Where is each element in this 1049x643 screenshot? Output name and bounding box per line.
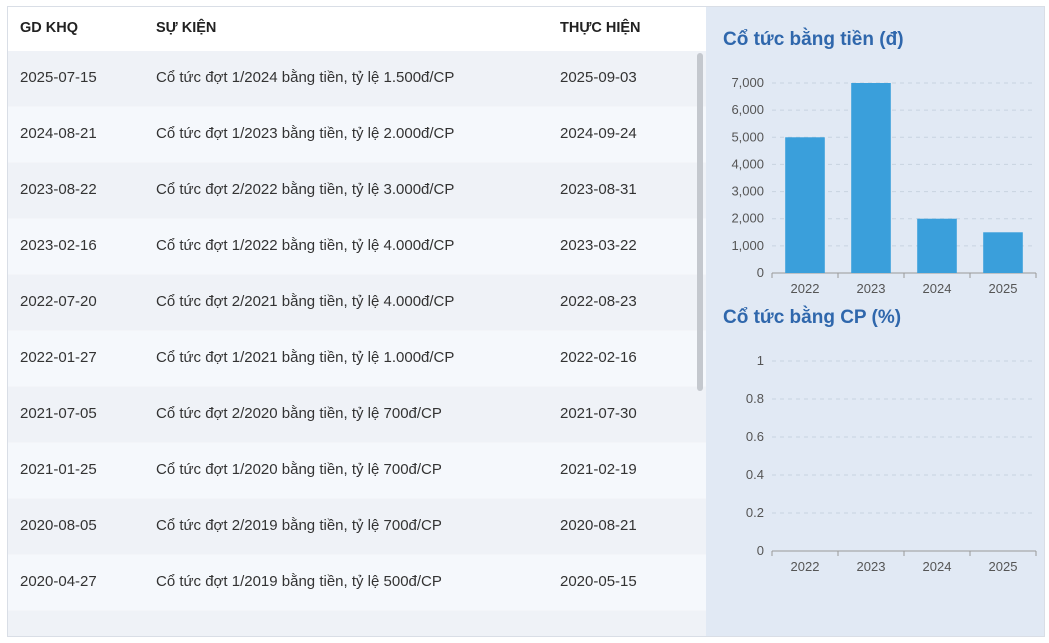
header-exec-date: THỰC HIỆN [560, 20, 641, 36]
dividend-table: GD KHQ SỰ KIỆN THỰC HIỆN 2025-07-15 Cổ tứ… [8, 7, 706, 636]
y-tick-label: 0 [757, 543, 764, 558]
table-row: 2023-08-22 Cổ tức đợt 2/2022 bằng tiền, t… [8, 163, 706, 219]
y-tick-label: 0.2 [746, 505, 764, 520]
y-tick-label: 2,000 [731, 211, 764, 226]
row-event: Cổ tức đợt 2/2019 bằng tiền, tỷ lệ 700đ/… [156, 517, 442, 534]
y-tick-label: 7,000 [731, 75, 764, 90]
y-tick-label: 5,000 [731, 129, 764, 144]
table-row-partial [8, 611, 706, 636]
x-tick-label: 2023 [857, 559, 886, 574]
y-tick-label: 1,000 [731, 238, 764, 253]
row-ex-date: 2020-08-05 [20, 517, 97, 534]
y-tick-label: 0.6 [746, 429, 764, 444]
row-exec-date: 2020-05-15 [560, 573, 637, 590]
x-tick-label: 2022 [791, 281, 820, 296]
row-ex-date: 2022-07-20 [20, 293, 97, 310]
table-row: 2025-07-15 Cổ tức đợt 1/2024 bằng tiền, t… [8, 51, 706, 107]
row-ex-date: 2024-08-21 [20, 125, 97, 142]
table-row: 2024-08-21 Cổ tức đợt 1/2023 bằng tiền, t… [8, 107, 706, 163]
y-tick-label: 6,000 [731, 102, 764, 117]
row-event: Cổ tức đợt 1/2024 bằng tiền, tỷ lệ 1.500… [156, 69, 455, 86]
row-event: Cổ tức đợt 1/2021 bằng tiền, tỷ lệ 1.000… [156, 349, 455, 366]
row-ex-date: 2021-01-25 [20, 461, 97, 478]
header-ex-date: GD KHQ [20, 20, 78, 36]
row-event: Cổ tức đợt 2/2022 bằng tiền, tỷ lệ 3.000… [156, 181, 455, 198]
x-tick-label: 2025 [989, 281, 1018, 296]
table-row: 2020-04-27 Cổ tức đợt 1/2019 bằng tiền, t… [8, 555, 706, 611]
row-event: Cổ tức đợt 1/2019 bằng tiền, tỷ lệ 500đ/… [156, 573, 442, 590]
row-ex-date: 2025-07-15 [20, 69, 97, 86]
cash-dividend-chart: 0 1,000 2,000 3,000 4,000 5,000 6,000 7,000 2022… [731, 75, 1037, 296]
x-tick-label: 2024 [923, 559, 952, 574]
row-exec-date: 2024-09-24 [560, 125, 637, 142]
table-scrollbar[interactable] [697, 53, 703, 391]
row-ex-date: 2022-01-27 [20, 349, 97, 366]
chart-panel: Cổ tức bằng tiền (đ) 0 1,000 2,000 3,000 4,0… [706, 7, 1044, 636]
stock-dividend-chart-title: Cổ tức bằng CP (%) [723, 307, 902, 328]
row-ex-date: 2023-08-22 [20, 181, 97, 198]
row-exec-date: 2022-02-16 [560, 349, 637, 366]
row-event: Cổ tức đợt 2/2021 bằng tiền, tỷ lệ 4.000… [156, 293, 455, 310]
row-exec-date: 2023-03-22 [560, 237, 637, 254]
table-row: 2022-01-27 Cổ tức đợt 1/2021 bằng tiền, t… [8, 331, 706, 387]
row-exec-date: 2021-02-19 [560, 461, 637, 478]
bar-2024 [917, 218, 957, 273]
table-row: 2022-07-20 Cổ tức đợt 2/2021 bằng tiền, t… [8, 275, 706, 331]
row-exec-date: 2025-09-03 [560, 69, 637, 86]
bar-2025 [983, 232, 1023, 273]
table-body[interactable]: 2025-07-15 Cổ tức đợt 1/2024 bằng tiền, t… [8, 51, 706, 636]
y-tick-label: 1 [757, 353, 764, 368]
y-tick-label: 0.4 [746, 467, 764, 482]
row-event: Cổ tức đợt 2/2020 bằng tiền, tỷ lệ 700đ/… [156, 405, 442, 422]
row-event: Cổ tức đợt 1/2023 bằng tiền, tỷ lệ 2.000… [156, 125, 455, 142]
header-event: SỰ KIỆN [156, 20, 217, 36]
bar-2022 [785, 137, 825, 273]
y-tick-label: 0.8 [746, 391, 764, 406]
row-ex-date: 2020-04-27 [20, 573, 97, 590]
table-row: 2023-02-16 Cổ tức đợt 1/2022 bằng tiền, t… [8, 219, 706, 275]
row-ex-date: 2021-07-05 [20, 405, 97, 422]
cash-dividend-chart-title: Cổ tức bằng tiền (đ) [723, 29, 904, 50]
x-tick-label: 2025 [989, 559, 1018, 574]
x-tick-label: 2024 [923, 281, 952, 296]
dividend-widget: GD KHQ SỰ KIỆN THỰC HIỆN 2025-07-15 Cổ tứ… [7, 6, 1045, 637]
bar-2023 [851, 83, 891, 273]
y-tick-label: 4,000 [731, 156, 764, 171]
table-row: 2020-08-05 Cổ tức đợt 2/2019 bằng tiền, t… [8, 499, 706, 555]
x-tick-label: 2022 [791, 559, 820, 574]
table-row: 2021-01-25 Cổ tức đợt 1/2020 bằng tiền, t… [8, 443, 706, 499]
row-exec-date: 2022-08-23 [560, 293, 637, 310]
y-tick-label: 3,000 [731, 184, 764, 199]
x-tick-label: 2023 [857, 281, 886, 296]
stock-dividend-chart: 0 0.2 0.4 0.6 0.8 1 2022 2023 2024 2025 [746, 353, 1037, 574]
row-event: Cổ tức đợt 1/2020 bằng tiền, tỷ lệ 700đ/… [156, 461, 442, 478]
y-tick-label: 0 [757, 265, 764, 280]
row-event: Cổ tức đợt 1/2022 bằng tiền, tỷ lệ 4.000… [156, 237, 455, 254]
row-exec-date: 2020-08-21 [560, 517, 637, 534]
row-ex-date: 2023-02-16 [20, 237, 97, 254]
row-exec-date: 2023-08-31 [560, 181, 637, 198]
row-exec-date: 2021-07-30 [560, 405, 637, 422]
table-header: GD KHQ SỰ KIỆN THỰC HIỆN [8, 7, 706, 51]
table-row: 2021-07-05 Cổ tức đợt 2/2020 bằng tiền, t… [8, 387, 706, 443]
